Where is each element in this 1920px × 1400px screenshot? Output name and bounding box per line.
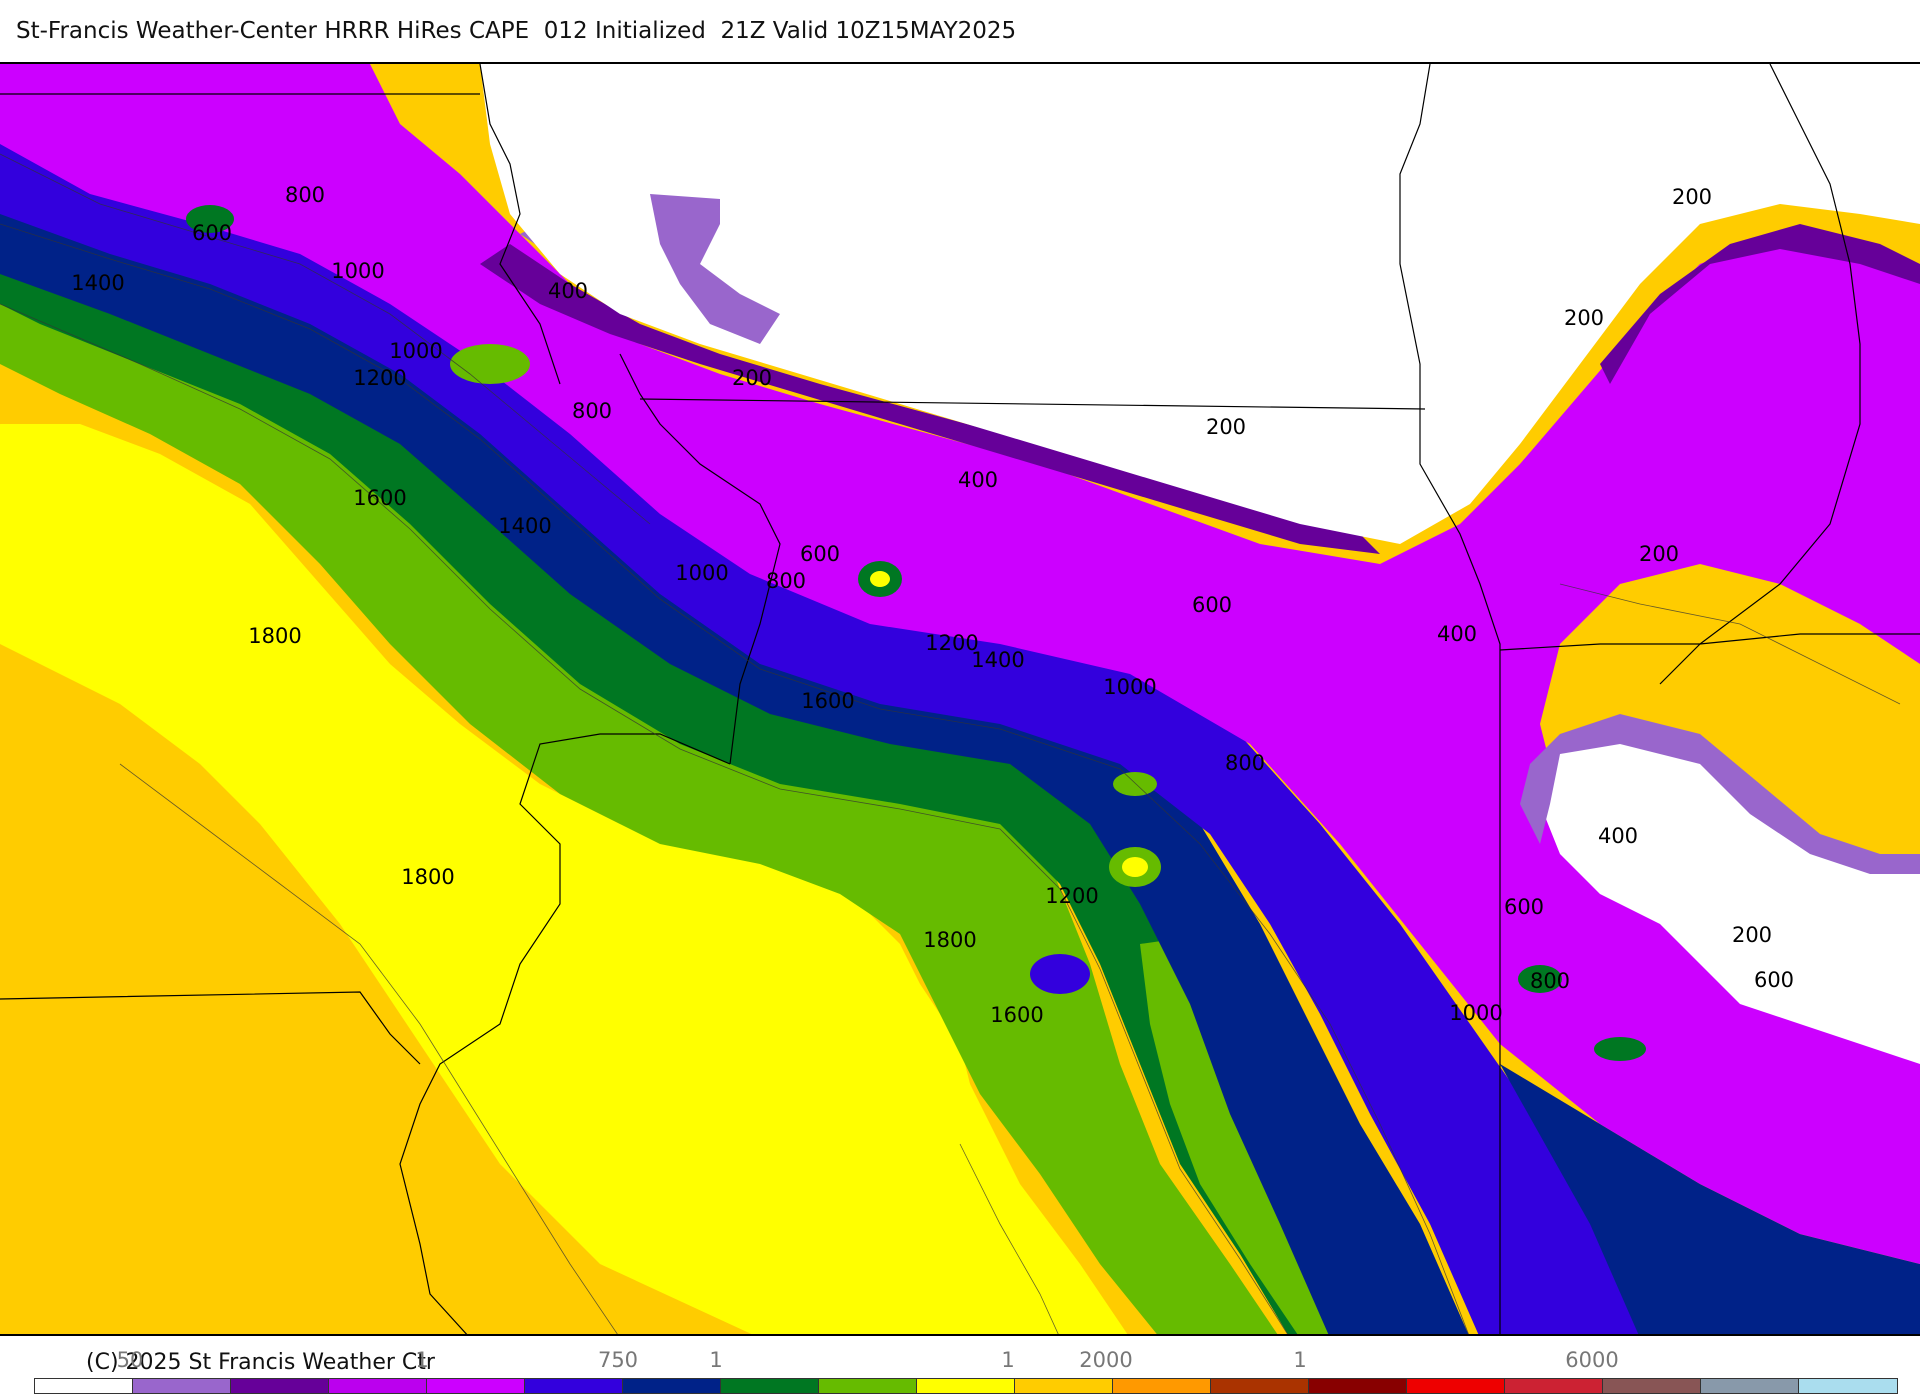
legend-swatch (1015, 1379, 1113, 1393)
legend-swatch (1603, 1379, 1701, 1393)
legend-swatch (1309, 1379, 1407, 1393)
contour-label: 1000 (331, 259, 384, 283)
convective-cell (1518, 965, 1562, 993)
legend-tick-label: 1 (415, 1348, 429, 1372)
cape-map: 800 600 1000 1400 400 1000 1200 800 200 200 200 200… (0, 64, 1920, 1334)
contour-label: 600 (1504, 895, 1544, 919)
convective-cell (186, 205, 234, 233)
contour-label: 1200 (1045, 884, 1098, 908)
legend-tick-label: 2000 (1079, 1348, 1133, 1372)
cape-shading (0, 64, 1920, 1334)
legend-tick-label: 50 (116, 1348, 144, 1372)
contour-label: 1000 (1103, 675, 1156, 699)
cape-band-light-green (0, 264, 1278, 1334)
contour-label: 1400 (498, 514, 551, 538)
legend-swatch (133, 1379, 231, 1393)
political-boundaries (0, 64, 1920, 1334)
contour-label: 400 (958, 468, 998, 492)
legend-swatch (525, 1379, 623, 1393)
legend-tick-label: 6000 (1565, 1348, 1619, 1372)
legend-swatch (1407, 1379, 1505, 1393)
convective-cell (450, 344, 530, 384)
legend-swatch (329, 1379, 427, 1393)
contour-labels: 800 600 1000 1400 400 1000 1200 800 200 200 200 200… (71, 183, 1794, 1027)
legend-swatch (1701, 1379, 1799, 1393)
color-legend: (C) 2025 St Francis Weather Ctr 50 1 750 1 1… (0, 1336, 1920, 1400)
contour-label: 400 (1598, 824, 1638, 848)
contour-label: 200 (1639, 542, 1679, 566)
contour-label: 1000 (675, 561, 728, 585)
legend-swatch (1211, 1379, 1309, 1393)
cape-band-navy (0, 194, 1469, 1334)
legend-swatch (623, 1379, 721, 1393)
convective-cell (1030, 954, 1090, 994)
contour-label: 200 (732, 366, 772, 390)
copyright-text: (C) 2025 St Francis Weather Ctr (86, 1350, 435, 1375)
contour-label: 200 (1564, 306, 1604, 330)
contour-label: 200 (1672, 185, 1712, 209)
cape-contours (0, 153, 1901, 1334)
contour-label: 600 (800, 542, 840, 566)
convective-cell (870, 571, 890, 587)
legend-swatch (1505, 1379, 1603, 1393)
cape-band-blue-violet (0, 134, 1639, 1334)
cape-band-lilac (1520, 714, 1920, 874)
contour-label: 600 (192, 221, 232, 245)
contour-label: 800 (1225, 751, 1265, 775)
convective-cell (1122, 857, 1148, 877)
convective-cell (1113, 772, 1157, 796)
contour-label: 1800 (401, 865, 454, 889)
contour-label: 1000 (389, 339, 442, 363)
cape-band-yellow (0, 424, 1128, 1334)
legend-color-scale (34, 1378, 1898, 1394)
contour-label: 200 (1206, 415, 1246, 439)
legend-swatch (35, 1379, 133, 1393)
contour-label: 1800 (923, 928, 976, 952)
contour-label: 1600 (990, 1003, 1043, 1027)
legend-swatch (1113, 1379, 1211, 1393)
contour-label: 600 (1754, 968, 1794, 992)
contour-label: 800 (1530, 969, 1570, 993)
contour-label: 200 (1732, 923, 1772, 947)
convective-cell (1594, 1037, 1646, 1061)
contour-label: 1800 (248, 624, 301, 648)
legend-tick-label: 1 (1293, 1348, 1307, 1372)
contour-label: 800 (766, 569, 806, 593)
legend-swatch (917, 1379, 1015, 1393)
contour-label: 800 (572, 399, 612, 423)
contour-label: 1000 (1449, 1001, 1502, 1025)
contour-label: 1600 (353, 486, 406, 510)
contour-label: 800 (285, 183, 325, 207)
legend-swatch (231, 1379, 329, 1393)
legend-swatch (721, 1379, 819, 1393)
contour-label: 1600 (801, 689, 854, 713)
map-panel: 800 600 1000 1400 400 1000 1200 800 200 200 200 200… (0, 62, 1920, 1336)
contour-label: 400 (548, 279, 588, 303)
contour-label: 1400 (71, 271, 124, 295)
contour-label: 1400 (971, 648, 1024, 672)
legend-swatch (427, 1379, 525, 1393)
contour-label: 400 (1437, 622, 1477, 646)
zero-cape-area-north (480, 64, 1920, 544)
legend-tick-label: 750 (597, 1348, 639, 1372)
cape-band-navy (1500, 1064, 1920, 1334)
title-bar: St-Francis Weather-Center HRRR HiRes CAP… (0, 0, 1920, 62)
legend-tick-label: 1 (709, 1348, 723, 1372)
zero-cape-area-east (1540, 724, 1920, 1064)
contour-label: 600 (1192, 593, 1232, 617)
legend-swatch (819, 1379, 917, 1393)
legend-swatch (1799, 1379, 1897, 1393)
cape-band-lilac (650, 194, 780, 344)
contour-label: 1200 (925, 631, 978, 655)
page-title: St-Francis Weather-Center HRRR HiRes CAP… (16, 18, 1017, 44)
legend-tick-label: 1 (1001, 1348, 1015, 1372)
contour-label: 1200 (353, 366, 406, 390)
